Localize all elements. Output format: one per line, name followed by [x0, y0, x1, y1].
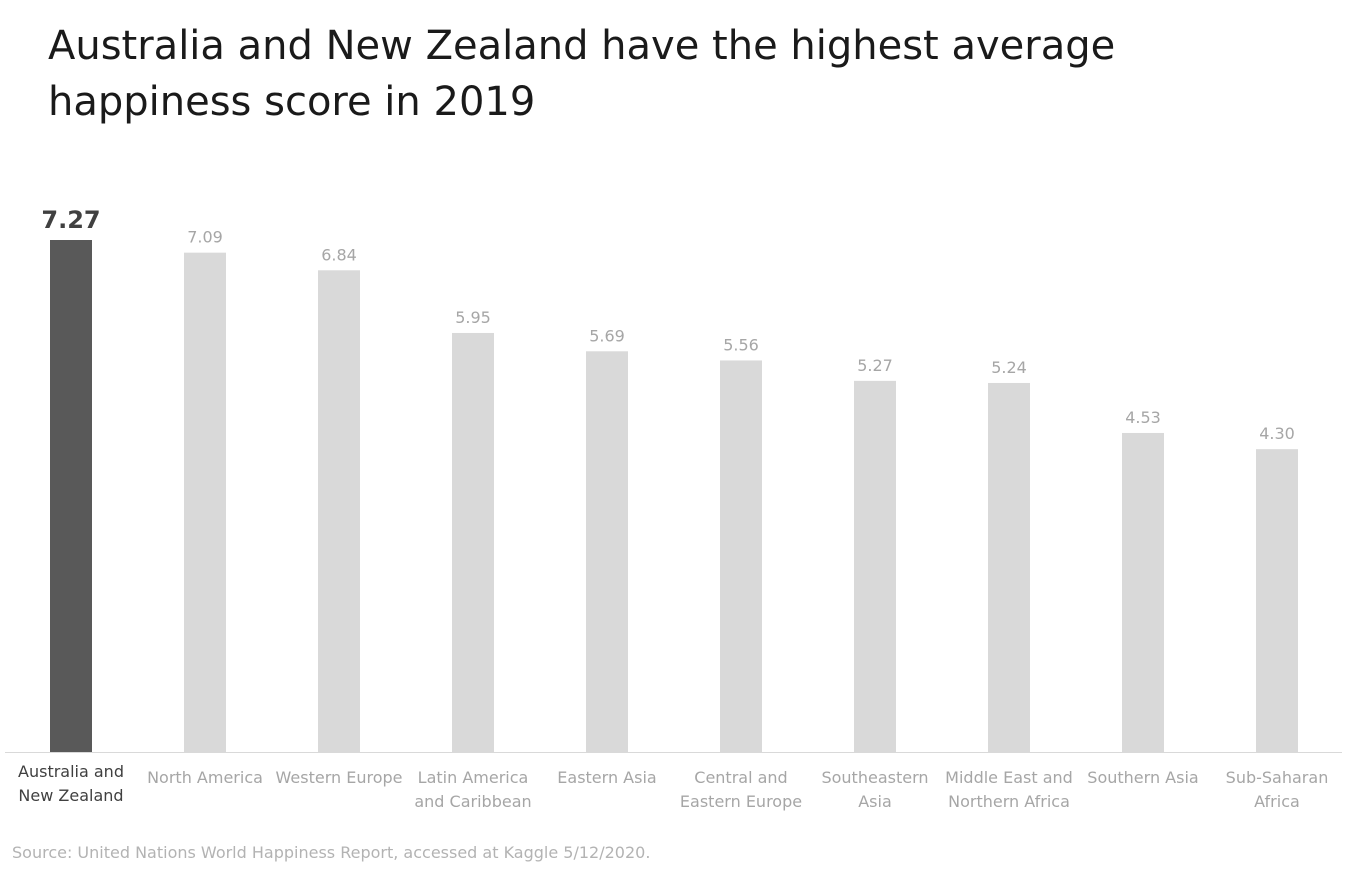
category-labels-group: Australia and New Zealand North America Wes… [18, 762, 1328, 811]
bar-0 [50, 240, 92, 752]
value-label-8: 4.53 [1125, 408, 1161, 427]
category-label-line: North America [147, 768, 263, 787]
category-label-5: Central and Eastern Europe [680, 768, 802, 811]
category-label-1: North America [147, 768, 263, 787]
bar-1 [184, 252, 226, 752]
bar-5 [720, 360, 762, 752]
category-label-line: Middle East and [945, 768, 1073, 787]
category-label-9: Sub-Saharan Africa [1226, 768, 1329, 811]
category-label-line: Sub-Saharan [1226, 768, 1329, 787]
category-label-7: Middle East and Northern Africa [945, 768, 1073, 811]
bar-8 [1122, 432, 1164, 752]
category-label-line: New Zealand [18, 786, 123, 805]
category-label-line: Northern Africa [948, 792, 1070, 811]
category-label-line: Australia and [18, 762, 124, 781]
chart-title: Australia and New Zealand have the highe… [48, 23, 1116, 125]
bars-group [50, 240, 1298, 752]
value-label-6: 5.27 [857, 356, 893, 375]
value-label-5: 5.56 [723, 335, 759, 354]
category-label-2: Western Europe [276, 768, 403, 787]
category-label-line: Eastern Asia [557, 768, 656, 787]
bar-chart: 7.27 7.09 6.84 5.95 5.69 5.56 5.27 5.24 4.53 4.30… [5, 206, 1342, 811]
value-label-3: 5.95 [455, 308, 491, 327]
value-label-4: 5.69 [589, 326, 625, 345]
category-label-line: Southeastern [821, 768, 928, 787]
category-label-line: and Caribbean [414, 792, 531, 811]
value-label-2: 6.84 [321, 245, 357, 264]
category-label-line: Africa [1254, 792, 1300, 811]
category-label-6: Southeastern Asia [821, 768, 928, 811]
category-label-8: Southern Asia [1087, 768, 1198, 787]
category-label-line: Eastern Europe [680, 792, 802, 811]
category-label-4: Eastern Asia [557, 768, 656, 787]
category-label-line: Southern Asia [1087, 768, 1198, 787]
value-label-1: 7.09 [187, 228, 223, 247]
category-label-0: Australia and New Zealand [18, 762, 124, 805]
value-label-0: 7.27 [41, 206, 100, 234]
value-label-7: 5.24 [991, 358, 1027, 377]
value-label-9: 4.30 [1259, 424, 1295, 443]
value-labels-group: 7.27 7.09 6.84 5.95 5.69 5.56 5.27 5.24 4.53 4.30 [41, 206, 1294, 443]
bar-2 [318, 270, 360, 752]
bar-3 [452, 332, 494, 752]
bar-9 [1256, 449, 1298, 752]
bar-7 [988, 382, 1030, 752]
bar-4 [586, 351, 628, 752]
source-note: Source: United Nations World Happiness R… [12, 843, 651, 862]
category-label-line: Western Europe [276, 768, 403, 787]
category-label-3: Latin America and Caribbean [414, 768, 531, 811]
category-label-line: Latin America [418, 768, 529, 787]
category-label-line: Asia [858, 792, 892, 811]
category-label-line: Central and [694, 768, 787, 787]
bar-6 [854, 380, 896, 752]
